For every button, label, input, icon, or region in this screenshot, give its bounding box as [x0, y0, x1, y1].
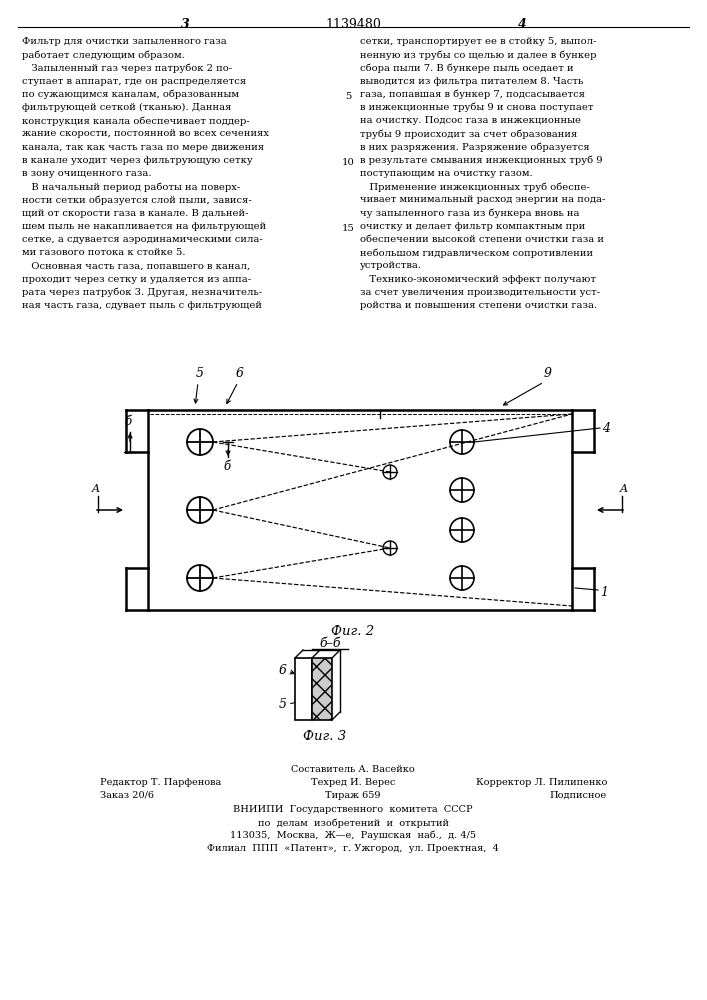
Text: Составитель А. Васейко: Составитель А. Васейко [291, 765, 415, 774]
Text: 15: 15 [341, 224, 354, 233]
Text: очистку и делает фильтр компактным при: очистку и делает фильтр компактным при [360, 222, 585, 231]
Text: Редактор Т. Парфенова: Редактор Т. Парфенова [100, 778, 221, 787]
Text: поступающим на очистку газом.: поступающим на очистку газом. [360, 169, 532, 178]
Text: жание скорости, постоянной во всех сечениях: жание скорости, постоянной во всех сечен… [22, 129, 269, 138]
Polygon shape [295, 658, 312, 720]
Text: 1139480: 1139480 [325, 18, 381, 31]
Text: чу запыленного газа из бункера вновь на: чу запыленного газа из бункера вновь на [360, 209, 580, 218]
Text: ненную из трубы со щелью и далее в бункер: ненную из трубы со щелью и далее в бунке… [360, 50, 597, 60]
Text: в инжекционные трубы 9 и снова поступает: в инжекционные трубы 9 и снова поступает [360, 103, 593, 112]
Text: газа, попавшая в бункер 7, подсасывается: газа, попавшая в бункер 7, подсасывается [360, 90, 585, 99]
Text: Фильтр для очистки запыленного газа: Фильтр для очистки запыленного газа [22, 37, 227, 46]
Text: проходит через сетку и удаляется из аппа-: проходит через сетку и удаляется из аппа… [22, 275, 251, 284]
Text: Филиал  ППП  «Патент»,  г. Ужгород,  ул. Проектная,  4: Филиал ППП «Патент», г. Ужгород, ул. Про… [207, 844, 499, 853]
Text: за счет увеличения производительности уст-: за счет увеличения производительности ус… [360, 288, 600, 297]
Text: по  делам  изобретений  и  открытий: по делам изобретений и открытий [257, 818, 448, 828]
Text: в них разряжения. Разряжение образуется: в них разряжения. Разряжение образуется [360, 143, 590, 152]
Text: Тираж 659: Тираж 659 [325, 791, 381, 800]
Text: Применение инжекционных труб обеспе-: Применение инжекционных труб обеспе- [360, 182, 590, 192]
Text: ступает в аппарат, где он распределяется: ступает в аппарат, где он распределяется [22, 77, 246, 86]
Text: Корректор Л. Пилипенко: Корректор Л. Пилипенко [476, 778, 607, 787]
Text: трубы 9 происходит за счет образования: трубы 9 происходит за счет образования [360, 129, 577, 139]
Text: чивает минимальный расход энергии на пода-: чивает минимальный расход энергии на под… [360, 195, 605, 204]
Text: щий от скорости газа в канале. В дальней-: щий от скорости газа в канале. В дальней… [22, 209, 248, 218]
Text: A: A [620, 484, 628, 494]
Text: 5: 5 [196, 367, 204, 380]
Text: сетки, транспортирует ее в стойку 5, выпол-: сетки, транспортирует ее в стойку 5, вып… [360, 37, 597, 46]
Text: рата через патрубок 3. Другая, незначитель-: рата через патрубок 3. Другая, незначите… [22, 288, 262, 297]
Text: 5: 5 [279, 698, 287, 710]
Text: 1: 1 [600, 585, 608, 598]
Text: ная часть газа, сдувает пыль с фильтрующей: ная часть газа, сдувает пыль с фильтрующ… [22, 301, 262, 310]
Text: Фиг. 3: Фиг. 3 [303, 730, 346, 743]
Text: б: б [223, 460, 230, 473]
Text: 10: 10 [341, 158, 354, 167]
Text: 113035,  Москва,  Ж—е,  Раушская  наб.,  д. 4/5: 113035, Москва, Ж—е, Раушская наб., д. 4… [230, 831, 476, 840]
Text: Технико-экономический эффект получают: Технико-экономический эффект получают [360, 275, 596, 284]
Text: по сужающимся каналам, образованным: по сужающимся каналам, образованным [22, 90, 239, 99]
Text: обеспечении высокой степени очистки газа и: обеспечении высокой степени очистки газа… [360, 235, 604, 244]
Text: на очистку. Подсос газа в инжекционные: на очистку. Подсос газа в инжекционные [360, 116, 581, 125]
Text: сетке, а сдувается аэродинамическими сила-: сетке, а сдувается аэродинамическими сил… [22, 235, 263, 244]
Text: 5: 5 [345, 92, 351, 101]
Text: работает следующим образом.: работает следующим образом. [22, 50, 185, 60]
Text: сбора пыли 7. В бункере пыль оседает и: сбора пыли 7. В бункере пыль оседает и [360, 63, 573, 73]
Text: шем пыль не накапливается на фильтрующей: шем пыль не накапливается на фильтрующей [22, 222, 267, 231]
Text: конструкция канала обеспечивает поддер-: конструкция канала обеспечивает поддер- [22, 116, 250, 126]
Text: 4: 4 [602, 422, 610, 434]
Text: ности сетки образуется слой пыли, завися-: ности сетки образуется слой пыли, завися… [22, 195, 252, 205]
Text: ми газового потока к стойке 5.: ми газового потока к стойке 5. [22, 248, 185, 257]
Text: б–б: б–б [320, 637, 341, 650]
Text: небольшом гидравлическом сопротивлении: небольшом гидравлическом сопротивлении [360, 248, 593, 258]
Text: в результате смывания инжекционных труб 9: в результате смывания инжекционных труб … [360, 156, 602, 165]
Text: Заказ 20/6: Заказ 20/6 [100, 791, 154, 800]
Text: Подписное: Подписное [550, 791, 607, 800]
Text: ВНИИПИ  Государственного  комитета  СССР: ВНИИПИ Государственного комитета СССР [233, 805, 473, 814]
Text: Техред И. Верес: Техред И. Верес [311, 778, 395, 787]
Text: 4: 4 [518, 18, 527, 31]
Text: Фиг. 2: Фиг. 2 [332, 625, 375, 638]
Polygon shape [312, 658, 332, 720]
Text: В начальный период работы на поверх-: В начальный период работы на поверх- [22, 182, 240, 192]
Text: ройства и повышения степени очистки газа.: ройства и повышения степени очистки газа… [360, 301, 597, 310]
Text: в канале уходит через фильтрующую сетку: в канале уходит через фильтрующую сетку [22, 156, 252, 165]
Text: б: б [124, 415, 132, 428]
Text: Основная часть газа, попавшего в канал,: Основная часть газа, попавшего в канал, [22, 261, 250, 270]
Text: Запыленный газ через патрубок 2 по-: Запыленный газ через патрубок 2 по- [22, 63, 232, 73]
Text: выводится из фильтра питателем 8. Часть: выводится из фильтра питателем 8. Часть [360, 77, 583, 86]
Text: 3: 3 [180, 18, 189, 31]
Text: устройства.: устройства. [360, 261, 422, 270]
Text: 6: 6 [279, 664, 287, 678]
Text: в зону очищенного газа.: в зону очищенного газа. [22, 169, 151, 178]
Text: A: A [92, 484, 100, 494]
Text: фильтрующей сеткой (тканью). Данная: фильтрующей сеткой (тканью). Данная [22, 103, 231, 112]
Text: канала, так как часть газа по мере движения: канала, так как часть газа по мере движе… [22, 143, 264, 152]
Text: 9: 9 [544, 367, 552, 380]
Text: 6: 6 [236, 367, 244, 380]
